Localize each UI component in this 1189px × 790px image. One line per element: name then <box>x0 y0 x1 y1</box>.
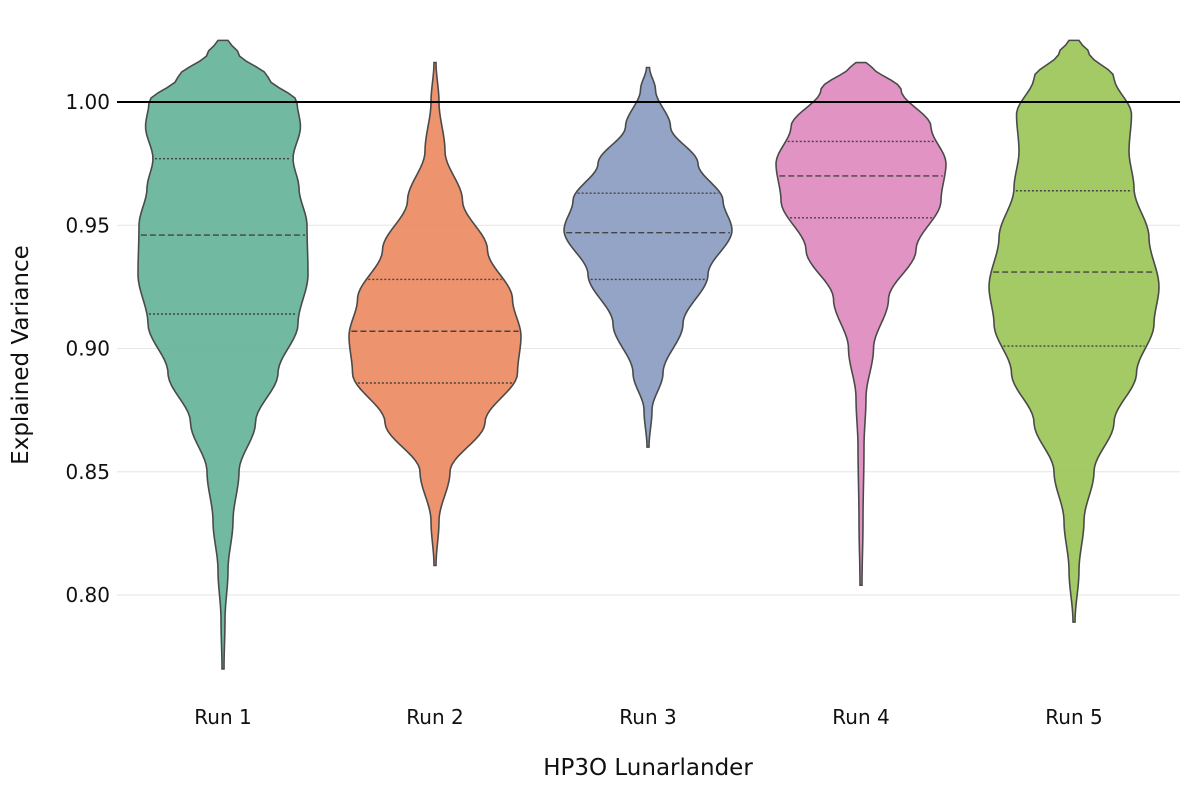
y-tick-label: 0.80 <box>65 583 110 607</box>
x-tick-label: Run 3 <box>619 705 676 729</box>
y-tick-label: 1.00 <box>65 90 110 114</box>
violin-4 <box>775 61 947 586</box>
x-tick-label: Run 1 <box>194 705 251 729</box>
x-axis-label: HP3O Lunarlander <box>543 755 753 781</box>
y-tick-label: 0.90 <box>65 337 110 361</box>
x-tick-label: Run 5 <box>1045 705 1102 729</box>
y-axis-label: Explained Variance <box>8 245 34 465</box>
violin-3 <box>563 66 733 448</box>
violins <box>137 39 1160 670</box>
x-tick-label: Run 4 <box>832 705 889 729</box>
violin-1 <box>137 39 309 670</box>
y-tick-label: 0.85 <box>65 460 110 484</box>
x-tick-label: Run 2 <box>406 705 463 729</box>
y-axis-ticks: 0.80 0.85 0.90 0.95 1.00 <box>65 90 110 607</box>
violin-2 <box>348 61 522 567</box>
y-tick-label: 0.95 <box>65 213 110 237</box>
x-axis-ticks: Run 1 Run 2 Run 3 Run 4 Run 5 <box>194 705 1102 729</box>
violin-5 <box>988 39 1160 623</box>
